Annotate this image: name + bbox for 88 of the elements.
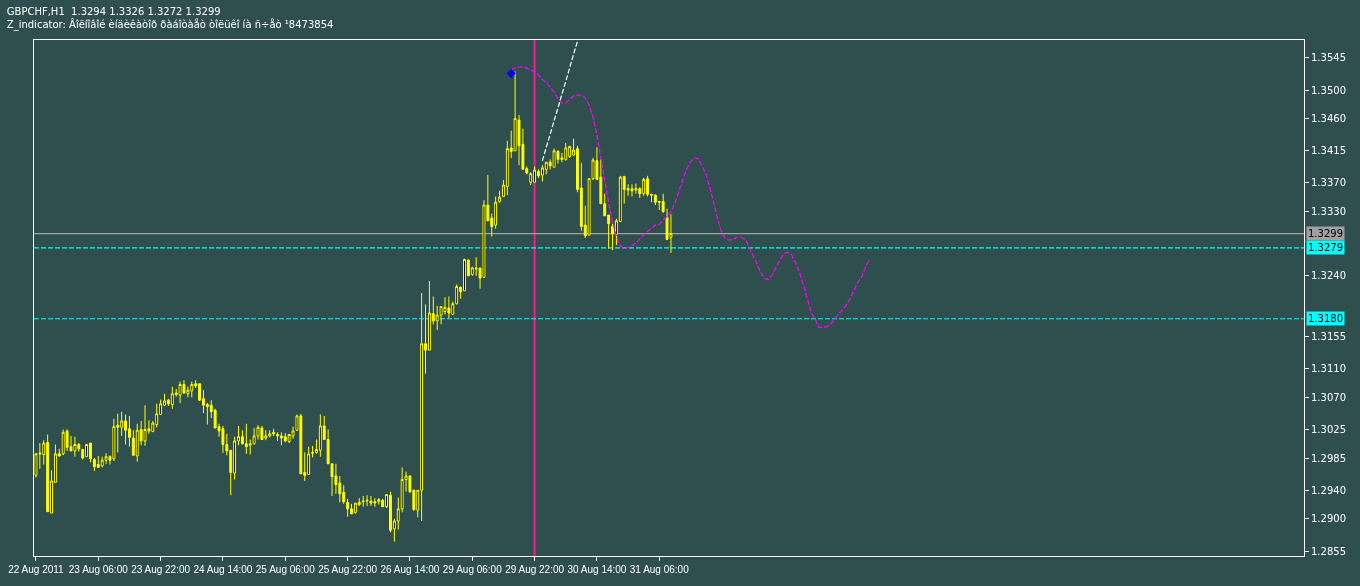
y-tick-label: 1.3025 (1311, 424, 1346, 435)
candlestick (529, 171, 533, 186)
x-tick-label: 25 Aug 06:00 (255, 564, 316, 575)
x-tick-label: 29 Aug 06:00 (442, 564, 503, 575)
candlestick (46, 434, 50, 513)
candlestick (143, 404, 147, 447)
y-tick-label: 1.2985 (1311, 452, 1346, 464)
candlestick (420, 292, 424, 522)
x-tick-label: 29 Aug 22:00 (505, 564, 565, 575)
candlestick (377, 497, 381, 506)
candlestick (369, 495, 373, 507)
candlestick (498, 190, 501, 204)
ref-line-label: 1.3180 (1308, 313, 1343, 324)
candlestick (353, 502, 357, 515)
candlestick (611, 223, 614, 251)
candlestick (447, 296, 451, 319)
candlestick (669, 213, 673, 254)
y-tick-label: 1.3070 (1311, 391, 1346, 403)
candlestick (89, 442, 92, 463)
chart-subtitle: Z_indicator: Âîëíîâîé èíäèêàòîð ðàáîòàåò òîëüêî íà ñ÷åò ¹8473854 (6, 17, 334, 31)
y-tick-label: 1.2900 (1311, 513, 1346, 525)
x-tick-label: 31 Aug 06:00 (629, 564, 690, 575)
x-tick-label: 24 Aug 14:00 (193, 564, 253, 575)
candlestick (556, 149, 560, 165)
candlestick (381, 498, 385, 508)
candlestick (268, 429, 272, 437)
candlestick (564, 142, 568, 162)
candlestick (170, 386, 174, 410)
candlestick (73, 436, 77, 458)
y-tick-label: 1.3330 (1311, 206, 1346, 218)
x-tick-label: 25 Aug 22:00 (318, 564, 378, 575)
candlestick (92, 457, 96, 472)
y-tick-label: 1.3155 (1311, 331, 1346, 343)
candlestick (112, 418, 116, 462)
x-tick-label: 23 Aug 22:00 (131, 564, 191, 575)
chart-title: GBPCHF,H1 1.3294 1.3326 1.3272 1.3299 (6, 5, 221, 17)
candlestick (178, 381, 182, 404)
candlestick (104, 452, 108, 465)
candlestick (272, 428, 276, 437)
candlestick (96, 455, 100, 468)
y-tick-label: 1.3460 (1311, 113, 1346, 125)
candlestick (81, 448, 85, 461)
y-tick-label: 1.3240 (1311, 270, 1346, 282)
candlestick (365, 494, 369, 507)
candlestick (634, 183, 638, 195)
y-tick-label: 1.3545 (1311, 52, 1346, 64)
x-tick-label: 26 Aug 14:00 (380, 564, 440, 575)
candlestick (646, 175, 650, 198)
candlestick (346, 498, 350, 518)
candlestick (533, 166, 537, 183)
x-tick-label: 23 Aug 06:00 (68, 564, 129, 575)
x-tick-label: 30 Aug 14:00 (567, 564, 627, 575)
line-series (541, 40, 579, 162)
candlestick (61, 429, 65, 456)
candlestick (350, 503, 353, 515)
candlestick (100, 456, 104, 468)
candlestick (190, 381, 194, 398)
candlestick (244, 423, 248, 455)
candlestick (264, 429, 268, 441)
candlestick (85, 443, 89, 458)
candlestick (318, 413, 322, 458)
candlestick (135, 423, 139, 463)
ref-line-label: 1.3299 (1308, 228, 1343, 239)
candlestick (653, 193, 657, 206)
candlestick (373, 497, 377, 508)
y-tick-label: 1.3415 (1311, 145, 1346, 157)
candlestick (630, 183, 634, 198)
candlestick (361, 495, 365, 508)
ref-line-label: 1.3279 (1308, 242, 1343, 253)
candlestick (540, 164, 544, 183)
candlestick (552, 148, 556, 168)
y-tick-label: 1.3370 (1311, 177, 1346, 189)
candlestick (124, 413, 127, 446)
x-tick-label: 22 Aug 2011 (8, 564, 65, 575)
candlestick (256, 424, 260, 441)
candlestick (65, 429, 69, 452)
candlestick (221, 425, 225, 454)
candlestick (283, 432, 287, 443)
y-tick-label: 1.3500 (1311, 84, 1346, 96)
candlestick (642, 177, 646, 197)
candlestick (260, 425, 264, 441)
candlestick (537, 168, 540, 179)
candlestick (276, 431, 279, 442)
candlestick (155, 403, 159, 428)
y-tick-label: 1.2855 (1311, 545, 1346, 557)
candlestick (279, 431, 283, 446)
y-tick-label: 1.3110 (1311, 363, 1346, 375)
y-tick-label: 1.2940 (1311, 484, 1346, 496)
